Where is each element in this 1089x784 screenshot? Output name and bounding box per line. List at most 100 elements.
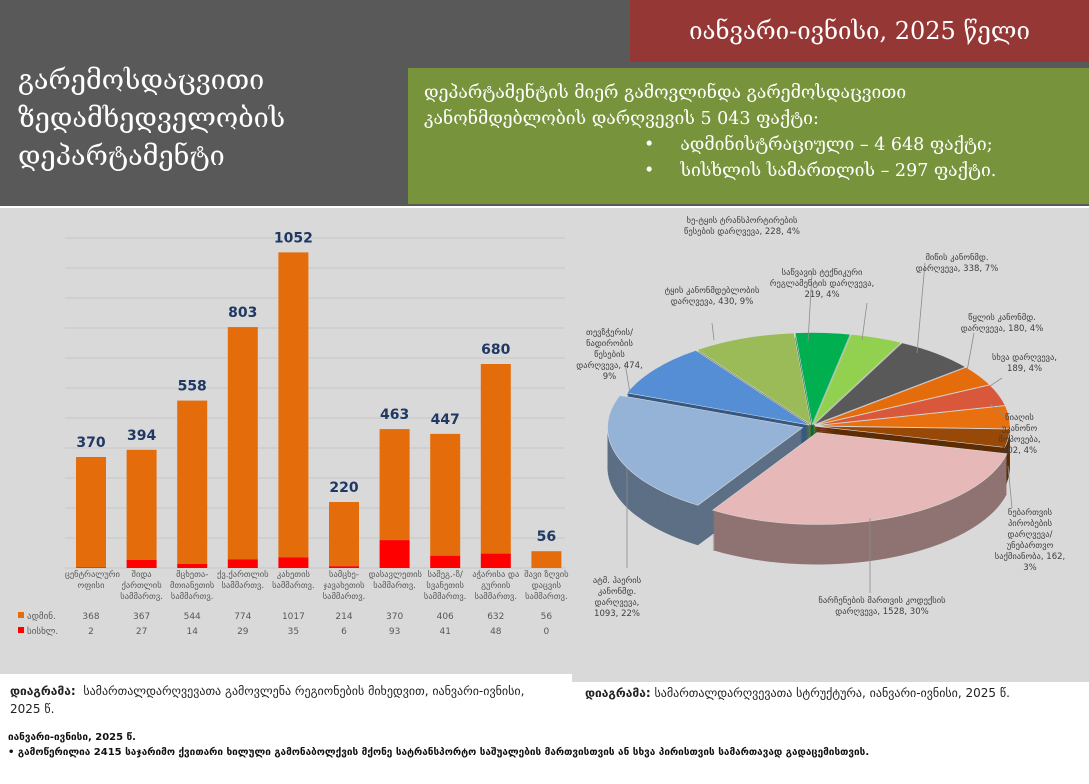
bar-admin (126, 449, 157, 560)
summary-box: დეპარტამენტის მიერ გამოვლინდა გარემოსდაც… (408, 68, 1089, 204)
summary-text: დეპარტამენტის მიერ გამოვლინდა გარემოსდაც… (424, 83, 907, 129)
data-table-value: 368 (82, 612, 99, 622)
data-table-value: 41 (439, 627, 450, 637)
category-label: მცხეთა-მთიანეთის სამმართვ. (170, 570, 215, 602)
pie-slice-label: მიწის კანონმდ. დარღვევა, 338, 7% (915, 253, 999, 274)
bar-total-label: 56 (537, 529, 556, 545)
data-table-value: 35 (288, 627, 299, 637)
bar-admin (480, 364, 511, 554)
pie-slice-label: საწვავის ტექნიკური რეგლამენტის დარღვევა,… (769, 268, 875, 300)
bar-total-label: 447 (431, 412, 460, 428)
category-label: შავი ზღვის დაცვის სამმართვ. (524, 570, 569, 602)
pie-slice (626, 350, 810, 426)
category-label: კახეთის სამმართვ. (272, 570, 315, 591)
bar-admin (329, 502, 359, 567)
bar-total-label: 394 (127, 428, 156, 444)
data-table-value: 632 (487, 612, 504, 622)
bar-admin (531, 551, 562, 568)
legend-swatch (18, 612, 24, 618)
pie-slice-label: ხე-ტყის ტრანსპორტირების წესების დარღვევა… (684, 216, 800, 237)
data-table-value: 2 (88, 627, 94, 637)
data-table-value: 214 (335, 612, 352, 622)
pie-chart (607, 262, 1013, 593)
category-label: დასავლეთის სამმართვ. (368, 570, 422, 591)
bar-admin (278, 252, 309, 558)
bar-caption: დიაგრამა: სამართალდარღვევათა გამოვლენა რ… (10, 682, 530, 718)
leader-line (916, 262, 926, 354)
leader-line (966, 332, 975, 372)
data-table-value: 27 (136, 627, 147, 637)
bar-caption-label: დიაგრამა: (10, 684, 76, 698)
bar-admin (227, 327, 258, 560)
data-table-value: 0 (544, 627, 550, 637)
footer-text: • გამოწერილია 2415 საჯარიმო ქვითარი ხილუ… (8, 747, 870, 758)
bar-total-label: 803 (228, 305, 257, 321)
pie-slice (794, 332, 851, 426)
legend-label: სისხლ. (27, 626, 58, 637)
bar-criminal (430, 555, 461, 568)
bar-criminal (480, 553, 511, 568)
summary-bullet-admin: ადმინისტრაციული – 4 648 ფაქტი; (644, 132, 1073, 158)
pie-caption-text: სამართალდარღვევათა სტრუქტურა, იანვარი-ივ… (654, 686, 1010, 700)
pie-slice-label: წყლის კანონმდ. დარღვევა, 180, 4% (960, 313, 1044, 334)
pie-slice (814, 405, 1011, 430)
pie-slice-label: ტყის კანონმდებლობის დარღვევა, 430, 9% (664, 286, 760, 307)
category-label: სამეგ.-ზ/სვანეთის სამმართვ. (423, 570, 467, 602)
category-label: სამცხე-ჯავახეთის სამმართვ. (322, 570, 366, 602)
bar-chart-panel: 370 368 2 394 367 27 558 544 14 803 774 29 1052 1017 3… (0, 208, 572, 674)
pie-slice (696, 332, 812, 426)
data-table-value: 406 (437, 612, 454, 622)
category-label: აჭარისა და გურიის სამმართვ. (472, 570, 520, 602)
bar-total-label: 558 (178, 379, 207, 395)
bar-total-label: 680 (481, 342, 510, 358)
data-table-value: 29 (237, 627, 249, 637)
category-label: ქვ.ქართლის სამმართვ. (217, 570, 269, 591)
data-table-value: 544 (184, 612, 201, 622)
data-table-value: 93 (389, 627, 400, 637)
data-table-value: 1017 (282, 612, 305, 622)
pie-slice (813, 342, 967, 426)
bar-total-label: 220 (329, 480, 358, 496)
leader-line (861, 302, 868, 341)
pie-slice-label: ნებართვის პირობების დარღვევა/უნებართვო ს… (994, 508, 1066, 573)
leader-line (989, 377, 1003, 387)
footer-period: იანვარი-ივნისი, 2025 წ. (8, 732, 136, 743)
pie-slice (814, 425, 1011, 448)
bar-total-label: 1052 (274, 230, 313, 246)
leader-line (624, 362, 631, 394)
bar-admin (379, 429, 410, 541)
bar-criminal (76, 567, 106, 568)
bar-admin (177, 400, 208, 564)
bar-admin (76, 457, 106, 568)
data-table-value: 6 (341, 627, 347, 637)
pie-slice (814, 367, 991, 426)
data-table-value: 774 (234, 612, 251, 622)
pie-caption-label: დიაგრამა: (585, 686, 651, 700)
category-label: შიდა ქართლის სამმართვ. (120, 570, 163, 602)
bar-criminal (227, 559, 258, 568)
legend-swatch (18, 627, 24, 633)
bar-criminal (379, 540, 410, 568)
bar-chart: 370 368 2 394 367 27 558 544 14 803 774 29 1052 1017 3… (18, 230, 565, 637)
bar-caption-text: სამართალდარღვევათა გამოვლენა რეგიონების … (10, 684, 525, 716)
department-title: გარემოსდაცვითი ზედამხედველობის დეპარტამე… (18, 65, 286, 172)
leader-line (711, 322, 715, 341)
pie-slice (812, 334, 902, 425)
bar-criminal (278, 557, 309, 568)
pie-slice-label: სხვა დარღვევა, 189, 4% (991, 353, 1058, 374)
pie-chart-panel: ხე-ტყის ტრანსპორტირების წესების დარღვევა… (572, 208, 1089, 682)
leader-line (807, 272, 813, 343)
bar-total-label: 370 (76, 435, 105, 451)
pie-slice-label: ნარჩენების მართვის კოდექსის დარღვევა, 15… (818, 596, 946, 617)
data-table-value: 14 (186, 627, 198, 637)
data-table-value: 370 (386, 612, 403, 622)
data-table-value: 367 (133, 612, 150, 622)
summary-bullet-criminal: სისხლის სამართლის – 297 ფაქტი. (644, 158, 1073, 184)
pie-slice-label: თევზჭერის/ნადირობის წესების დარღვევა, 47… (576, 328, 643, 382)
pie-slice (712, 432, 1008, 525)
pie-slice (607, 395, 804, 506)
legend-label: ადმინ. (27, 611, 56, 622)
category-label: ცენტრალური ოფისი (65, 570, 120, 591)
period-banner: იანვარი-ივნისი, 2025 წელი (630, 0, 1089, 62)
bar-criminal (329, 566, 359, 568)
